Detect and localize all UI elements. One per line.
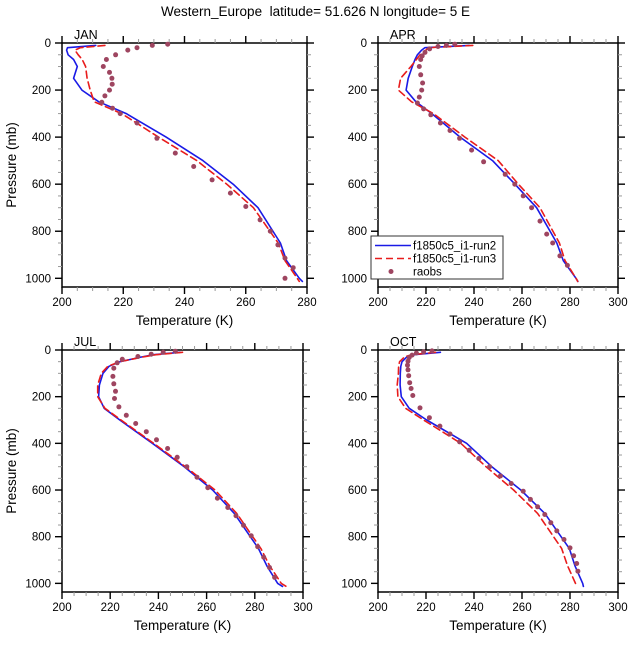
series-line-f1850c5_i1-run2-oct bbox=[399, 351, 585, 588]
y-tick-label-apr: 400 bbox=[348, 132, 367, 144]
x-tick-label-jan: 200 bbox=[52, 297, 71, 309]
series-line-f1850c5_i1-run3-oct bbox=[396, 351, 577, 588]
x-tick-label-jan: 280 bbox=[297, 297, 316, 309]
y-tick-label-oct: 600 bbox=[348, 485, 367, 497]
panel-apr: 200 220 240 260 280 300 0 200 400 600 800 1000 APR Te… bbox=[341, 28, 627, 328]
legend-label: f1850c5_i1-run3 bbox=[413, 254, 496, 266]
x-tick-label-apr: 300 bbox=[608, 297, 627, 309]
y-tick-label-apr: 200 bbox=[348, 85, 367, 97]
y-tick-label-apr: 600 bbox=[348, 179, 367, 191]
y-tick-label-jul: 0 bbox=[45, 345, 51, 357]
y-tick-label-oct: 800 bbox=[348, 532, 367, 544]
legend-box bbox=[370, 235, 504, 280]
x-tick-label-apr: 260 bbox=[512, 297, 531, 309]
legend-label: raobs bbox=[413, 267, 442, 279]
figure-title: Western_Europe latitude= 51.626 N longit… bbox=[161, 4, 470, 19]
x-tick-label-oct: 300 bbox=[608, 602, 627, 614]
y-tick-label-jul: 600 bbox=[32, 485, 51, 497]
x-tick-label-jul: 240 bbox=[149, 602, 168, 614]
x-tick-label-jan: 240 bbox=[175, 297, 194, 309]
y-tick-label-jul: 200 bbox=[32, 392, 51, 404]
y-tick-label-oct: 200 bbox=[348, 392, 367, 404]
x-tick-label-jul: 220 bbox=[101, 602, 120, 614]
x-tick-label-apr: 220 bbox=[416, 297, 435, 309]
x-tick-label-oct: 280 bbox=[560, 602, 579, 614]
x-tick-label-oct: 200 bbox=[368, 602, 387, 614]
x-tick-label-oct: 260 bbox=[512, 602, 531, 614]
y-axis-title-jan: Pressure (mb) bbox=[4, 122, 19, 208]
x-tick-label-apr: 200 bbox=[368, 297, 387, 309]
plot-frame-jan bbox=[61, 42, 308, 288]
y-tick-label-apr: 0 bbox=[361, 38, 367, 50]
y-tick-label-jan: 400 bbox=[32, 132, 51, 144]
ticks-jan bbox=[55, 36, 314, 294]
y-tick-label-jan: 0 bbox=[45, 38, 51, 50]
month-label-oct: OCT bbox=[390, 335, 417, 349]
raobs-points-apr bbox=[414, 41, 570, 268]
series-line-f1850c5_i1-run3-jul bbox=[96, 351, 287, 588]
y-tick-label-jul: 1000 bbox=[25, 578, 51, 590]
x-tick-label-oct: 240 bbox=[464, 602, 483, 614]
y-tick-label-jan: 600 bbox=[32, 179, 51, 191]
panel-jan: 200 220 240 260 280 0 200 400 600 800 1000 JAN Tempe… bbox=[4, 28, 317, 328]
y-tick-label-jul: 800 bbox=[32, 532, 51, 544]
y-axis-title-jul: Pressure (mb) bbox=[4, 428, 19, 514]
y-tick-label-oct: 0 bbox=[361, 345, 367, 357]
x-axis-title-jan: Temperature (K) bbox=[136, 313, 234, 328]
x-tick-label-apr: 240 bbox=[464, 297, 483, 309]
x-tick-label-jul: 280 bbox=[245, 602, 264, 614]
y-tick-label-oct: 1000 bbox=[341, 578, 367, 590]
legend-dot-sample bbox=[388, 269, 394, 274]
month-label-jan: JAN bbox=[74, 28, 98, 42]
y-tick-label-apr: 1000 bbox=[341, 273, 367, 285]
raobs-points-jul bbox=[110, 348, 278, 580]
x-tick-label-oct: 220 bbox=[416, 602, 435, 614]
x-axis-title-apr: Temperature (K) bbox=[449, 313, 547, 328]
x-tick-label-jan: 220 bbox=[114, 297, 133, 309]
y-tick-label-jan: 1000 bbox=[25, 273, 51, 285]
series-line-f1850c5_i1-run2-jul bbox=[97, 351, 284, 588]
panel-oct: 200 220 240 260 280 300 0 200 400 600 800 1000 OCT Te… bbox=[341, 335, 627, 633]
y-tick-label-jan: 800 bbox=[32, 226, 51, 238]
x-tick-label-jul: 300 bbox=[293, 602, 312, 614]
ticks-apr bbox=[371, 36, 625, 294]
y-tick-label-jan: 200 bbox=[32, 85, 51, 97]
x-tick-label-jul: 200 bbox=[52, 602, 71, 614]
month-label-jul: JUL bbox=[74, 335, 96, 349]
x-tick-label-jul: 260 bbox=[197, 602, 216, 614]
y-tick-label-apr: 800 bbox=[348, 226, 367, 238]
ticks-oct bbox=[371, 343, 625, 599]
ticks-jul bbox=[55, 343, 310, 599]
series-line-f1850c5_i1-run3-jan bbox=[74, 44, 301, 283]
legend-label: f1850c5_i1-run2 bbox=[413, 241, 496, 253]
x-tick-label-apr: 280 bbox=[560, 297, 579, 309]
x-axis-title-oct: Temperature (K) bbox=[449, 618, 547, 633]
y-tick-label-jul: 400 bbox=[32, 438, 51, 450]
y-tick-label-oct: 400 bbox=[348, 438, 367, 450]
raobs-points-jan bbox=[99, 41, 296, 281]
month-label-apr: APR bbox=[390, 28, 416, 42]
x-tick-label-jan: 260 bbox=[236, 297, 255, 309]
x-axis-title-jul: Temperature (K) bbox=[134, 618, 232, 633]
panel-jul: 200 220 240 260 280 300 0 200 400 600 800 1000 JUL Te… bbox=[4, 335, 313, 633]
raobs-points-oct bbox=[405, 348, 581, 574]
series-line-f1850c5_i1-run2-jan bbox=[65, 44, 304, 283]
